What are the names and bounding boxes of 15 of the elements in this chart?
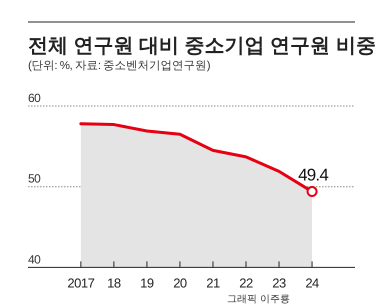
chart-subtitle: (단위: %, 자료: 중소벤처기업연구원) bbox=[28, 60, 211, 72]
y-tick-label: 40 bbox=[28, 252, 42, 266]
x-tick-label: 21 bbox=[206, 275, 220, 290]
x-tick-label: 22 bbox=[239, 275, 253, 290]
x-tick-label: 18 bbox=[107, 275, 121, 290]
y-tick-label: 60 bbox=[28, 91, 42, 105]
y-tick-label: 50 bbox=[28, 172, 42, 186]
text: 그래픽 이주룡 bbox=[227, 294, 290, 305]
x-tick-label: 23 bbox=[272, 275, 286, 290]
x-tick-label: 24 bbox=[305, 275, 320, 290]
x-tick-label: 2017 bbox=[67, 275, 95, 290]
x-tick-label: 19 bbox=[140, 275, 154, 290]
data-label: 49.4 bbox=[298, 166, 328, 185]
x-tick-label: 20 bbox=[173, 275, 187, 290]
chart-title: 전체 연구원 대비 중소기업 연구원 비중 bbox=[28, 35, 376, 57]
